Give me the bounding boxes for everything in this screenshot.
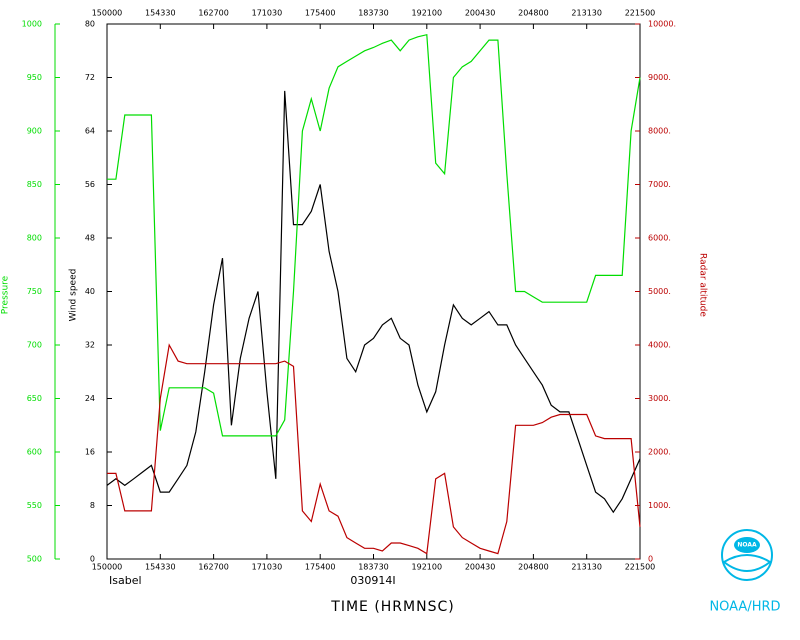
y2ticks-label: 800 [27, 234, 42, 243]
series-line [107, 33, 641, 437]
y3ticks-label: 10000. [648, 20, 676, 29]
y2ticks-label: 550 [27, 501, 42, 510]
x-tick-label: 204800 [518, 563, 549, 572]
y3ticks-label: 6000. [648, 234, 671, 243]
x-tick-label: 154330 [145, 563, 176, 572]
yticks-label: 8 [90, 501, 95, 510]
x-tick-label: 192100 [412, 563, 443, 572]
y3ticks-label: 3000. [648, 394, 671, 403]
series-line [106, 90, 641, 514]
x-tick-label: 162700 [198, 563, 229, 572]
y2ticks-label: 700 [27, 341, 42, 350]
x-tick-label-top: 213130 [571, 9, 602, 18]
y2ticks-label: 750 [27, 287, 42, 296]
logo-text: NOAA [737, 542, 757, 549]
y2ticks-label: 950 [27, 73, 42, 82]
yticks-label: 48 [85, 234, 95, 243]
y3ticks-label: 4000. [648, 341, 671, 350]
x-tick-label-top: 221500 [625, 9, 656, 18]
y3ticks-label: 7000. [648, 180, 671, 189]
yticks-label: 72 [85, 73, 95, 82]
x-tick-label-top: 150000 [92, 9, 123, 18]
x-tick-label-top: 162700 [198, 9, 229, 18]
y3ticks-label: 0 [648, 555, 653, 564]
x-tick-label-top: 175400 [305, 9, 336, 18]
y2ticks-label: 600 [27, 448, 42, 457]
y2ticks-label: 900 [27, 127, 42, 136]
yticks-label: 64 [85, 127, 95, 136]
y3ticks-label: 8000. [648, 127, 671, 136]
yticks-label: 16 [85, 448, 95, 457]
y2ticks-label: 500 [27, 555, 42, 564]
x-tick-label: 221500 [625, 563, 656, 572]
x-tick-label: 200430 [465, 563, 496, 572]
pressure-label: Pressure [1, 275, 11, 314]
x-tick-label: 171030 [252, 563, 283, 572]
logo-ring [721, 529, 773, 581]
x-tick-label-top: 204800 [518, 9, 549, 18]
y3ticks-label: 9000. [648, 73, 671, 82]
storm-name: Isabel [109, 574, 142, 587]
x-tick-label: 213130 [571, 563, 602, 572]
y2ticks-label: 1000 [22, 20, 42, 29]
yticks-label: 24 [85, 394, 95, 403]
yticks-label: 80 [85, 20, 95, 29]
yticks-label: 32 [85, 341, 95, 350]
y2ticks-label: 850 [27, 180, 42, 189]
logo-wave [722, 554, 772, 572]
x-tick-label: 175400 [305, 563, 336, 572]
logo-bird [734, 537, 760, 553]
x-tick-label-top: 171030 [252, 9, 283, 18]
x-tick-label: 150000 [92, 563, 123, 572]
yticks-label: 56 [85, 180, 95, 189]
yticks-label: 0 [90, 555, 95, 564]
plot-frame [106, 23, 641, 560]
x-tick-label-top: 192100 [412, 9, 443, 18]
x-tick-label-top: 200430 [465, 9, 496, 18]
series-line [107, 343, 641, 555]
agency: NOAA/HRD [709, 600, 780, 615]
x-axis-title: TIME (HRMNSC) [330, 599, 454, 615]
y2ticks-label: 650 [27, 394, 42, 403]
noaa-logo: NOAA [721, 529, 773, 581]
x-tick-label: 183730 [358, 563, 389, 572]
y3ticks-label: 5000. [648, 287, 671, 296]
flight-id: 030914I [350, 574, 395, 587]
radar-label: Radar altitude [698, 253, 708, 317]
y3ticks-label: 1000. [648, 501, 671, 510]
wind-label: Wind speed [69, 269, 79, 322]
x-tick-label-top: 183730 [358, 9, 389, 18]
x-tick-label-top: 154330 [145, 9, 176, 18]
yticks-label: 40 [85, 287, 95, 296]
y3ticks-label: 2000. [648, 448, 671, 457]
